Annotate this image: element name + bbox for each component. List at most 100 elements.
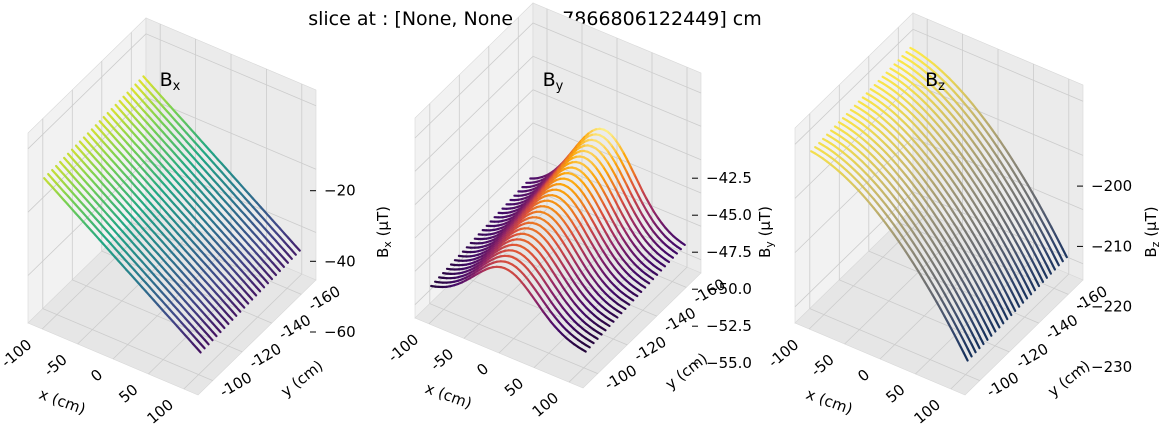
surface-segment: [550, 279, 557, 288]
surface-segment: [530, 283, 537, 292]
surface-segment: [637, 206, 644, 216]
surface-segment: [927, 245, 934, 254]
surface-segment: [931, 181, 939, 190]
surface-segment: [963, 249, 970, 259]
gridline: [183, 84, 303, 390]
surface-segment: [598, 160, 605, 168]
surface-segment: [1022, 198, 1029, 208]
surface-segment: [927, 205, 935, 213]
surface-segment: [1014, 174, 1021, 184]
surface-segment: [621, 236, 628, 245]
surface-segment: [573, 260, 581, 270]
surface-segment: [955, 156, 962, 165]
surface-segment: [946, 321, 954, 332]
surface-segment: [955, 236, 962, 246]
surface-segment: [833, 125, 841, 130]
gridline: [794, 137, 1084, 253]
surface-segment: [86, 132, 93, 139]
surface-segment: [1010, 200, 1017, 209]
surface-segment: [54, 164, 62, 172]
surface-segment: [962, 305, 970, 315]
surface-segment: [896, 238, 903, 246]
surface-segment: [593, 212, 601, 222]
surface-segment: [602, 177, 609, 187]
surface-segment: [621, 247, 628, 255]
surface-segment: [1010, 178, 1017, 188]
surface-segment: [606, 149, 613, 158]
surface-segment: [975, 205, 982, 215]
surface-segment: [951, 190, 958, 198]
z-tick-label: −45.0: [706, 206, 752, 224]
surface-segment: [915, 257, 922, 266]
surface-segment: [970, 285, 977, 295]
surface-segment: [565, 281, 573, 290]
surface-segment: [943, 292, 950, 302]
surface-segment: [998, 267, 1005, 278]
surface-segment: [959, 211, 966, 221]
surface-segment: [935, 216, 942, 225]
panel-title: Bz: [925, 69, 945, 94]
surface-segment: [994, 283, 1001, 294]
surface-segment: [982, 261, 989, 272]
surface-segment: [983, 166, 990, 175]
surface-segment: [962, 271, 970, 281]
surface-segment: [947, 277, 954, 287]
surface-segment: [951, 295, 958, 305]
surface-segment: [1010, 266, 1017, 277]
surface-segment: [1018, 170, 1025, 180]
surface-segment: [966, 347, 973, 358]
surface-segment: [1010, 302, 1017, 312]
surface-segment: [975, 195, 982, 204]
surface-segment: [962, 328, 969, 338]
surface-segment: [923, 259, 930, 268]
surface-segment: [959, 152, 966, 161]
surface-segment: [573, 249, 581, 258]
surface-segment: [1006, 183, 1014, 192]
surface-segment: [78, 140, 85, 147]
surface-segment: [963, 148, 970, 157]
surface-segment: [939, 307, 946, 317]
surface-segment: [991, 158, 998, 167]
surface-segment: [911, 241, 919, 250]
surface-segment: [979, 132, 986, 140]
surface-segment: [970, 319, 977, 330]
surface-segment: [987, 162, 994, 171]
surface-segment: [621, 201, 628, 212]
surface-segment: [853, 104, 860, 110]
surface-segment: [974, 270, 982, 280]
surface-segment: [998, 314, 1005, 325]
surface-segment: [561, 275, 569, 284]
surface-segment: [955, 195, 962, 204]
surface-segment: [581, 262, 588, 271]
surface-segment: [999, 160, 1006, 169]
surface-segment: [590, 205, 597, 215]
surface-segment: [919, 223, 927, 232]
surface-segment: [885, 71, 892, 77]
surface-segment: [998, 256, 1005, 266]
gridline: [414, 89, 702, 205]
surface-segment: [994, 295, 1001, 305]
surface-segment: [951, 284, 958, 294]
surface-segment: [971, 230, 978, 240]
surface-segment: [975, 226, 982, 236]
surface-segment: [900, 243, 907, 252]
surface-segment: [873, 83, 880, 89]
surface-segment: [621, 176, 628, 186]
surface-segment: [959, 264, 966, 274]
surface-segment: [954, 313, 962, 323]
surface-segment: [550, 246, 557, 255]
surface-segment: [935, 236, 942, 246]
surface-segment: [943, 303, 950, 313]
surface-segment: [602, 155, 609, 163]
surface-segment: [1002, 187, 1010, 196]
surface-segment: [951, 273, 958, 282]
surface-segment: [950, 306, 958, 316]
z-tick-label: −230: [1091, 358, 1132, 376]
surface-segment: [633, 211, 640, 221]
surface-segment: [999, 150, 1006, 159]
surface-segment: [1014, 240, 1021, 250]
surface-segment: [998, 279, 1005, 289]
surface-segment: [546, 262, 553, 271]
